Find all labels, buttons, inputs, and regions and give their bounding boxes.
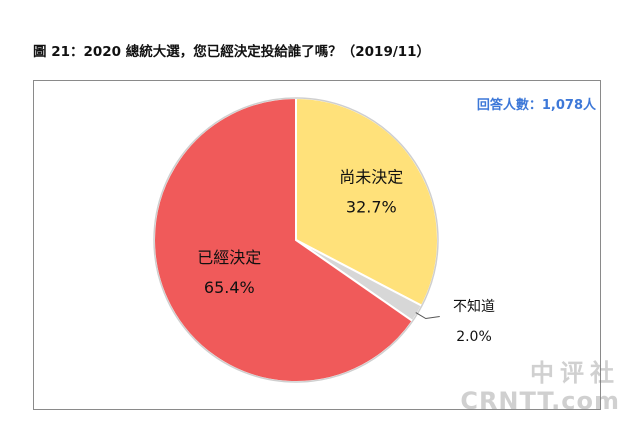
- slice-value-1: 32.7%: [346, 197, 397, 216]
- watermark-line2: CRNTT.com: [460, 387, 620, 415]
- watermark-line1: 中评社: [530, 359, 620, 387]
- watermark: 中评社 CRNTT.com: [460, 361, 620, 413]
- slice-label-3: 已經決定: [197, 248, 261, 267]
- leader-line: [415, 312, 440, 320]
- slice-value-3: 65.4%: [204, 278, 255, 297]
- respondent-count: 回答人數：1,078人: [476, 98, 596, 113]
- slice-label-1: 尚未決定: [339, 167, 403, 186]
- slice-value-2: 2.0%: [456, 329, 492, 345]
- pie-rim: [153, 97, 439, 383]
- slice-label-2: 不知道: [453, 298, 495, 315]
- chart-title: 圖 21：2020 總統大選，您已經決定投給誰了嗎？（2019/11）: [33, 44, 431, 60]
